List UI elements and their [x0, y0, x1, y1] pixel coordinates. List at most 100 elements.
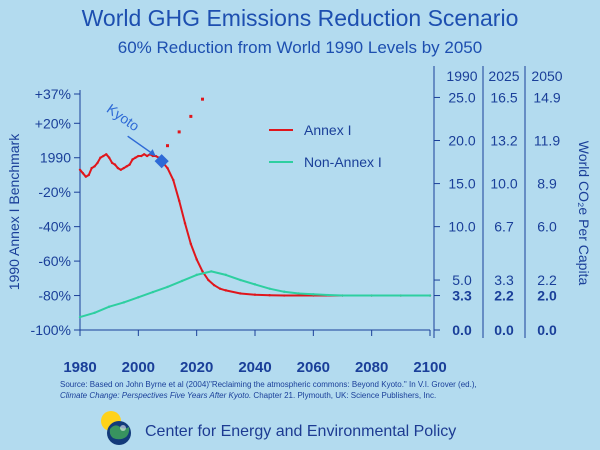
table-cell-1990-25-0: 25.0 — [448, 89, 475, 105]
series-point-annex-i — [90, 166, 93, 170]
table-cell-1990-5-0: 5.0 — [452, 272, 472, 288]
x-tick-label-2080: 2080 — [355, 359, 388, 376]
series-point-annex-i — [87, 173, 90, 177]
y-axis-right-label-wrap: World CO₂e Per Capita — [576, 141, 592, 286]
series-point-annex-i — [282, 294, 286, 297]
source-line-2: Climate Change: Perspectives Five Years … — [60, 391, 580, 402]
series-point-annex-i — [201, 270, 204, 273]
y-left-tick-label-100: -100% — [31, 322, 71, 338]
series-point-annex-i — [99, 156, 102, 159]
x-tick-label-2100: 2100 — [413, 359, 446, 376]
table-cell-2025-10-0: 10.0 — [490, 176, 517, 192]
table-cell-1990-15-0: 15.0 — [448, 176, 475, 192]
y-axis-left-label: 1990 Annex I Benchmark — [6, 133, 22, 290]
series-point-non-annex-i — [93, 311, 96, 314]
series-point-annex-i — [145, 154, 149, 158]
kyoto-arrow-line — [127, 135, 156, 156]
series-point-annex-i — [122, 166, 125, 170]
series-point-annex-i — [183, 221, 187, 225]
legend-label-annex-i: Annex I — [304, 122, 351, 138]
series-point-annex-i — [102, 154, 105, 158]
series-point-annex-i — [131, 158, 134, 161]
y-axis-left-ticks: +37% +20% 1990 -20% -40% -60% -80% -100% — [31, 86, 80, 338]
table-cell-2025-3-3: 3.3 — [494, 272, 514, 288]
series-point-non-annex-i — [297, 292, 300, 295]
legend-label-non-annex-i: Non-Annex I — [304, 154, 382, 170]
footer-title: Center for Energy and Environmental Poli… — [145, 423, 457, 440]
series-point-annex-i — [142, 153, 146, 156]
series-point-annex-i — [166, 166, 169, 170]
y-left-tick-label-1990: 1990 — [40, 150, 71, 166]
series-point-annex-i — [218, 287, 222, 290]
series-point-annex-i — [137, 154, 140, 158]
series-point-non-annex-i — [137, 296, 140, 299]
projection-point — [189, 114, 193, 118]
series-point-non-annex-i — [224, 273, 228, 277]
y-left-tick-label-80: -80% — [38, 288, 71, 304]
x-tick-label-2040: 2040 — [238, 359, 271, 376]
table-cell-2050-11-9: 11.9 — [534, 133, 560, 149]
series-point-annex-i — [128, 163, 131, 166]
series-point-non-annex-i — [312, 293, 315, 296]
series-point-non-annex-i — [195, 273, 198, 277]
y-left-tick-label-20: +20% — [35, 115, 71, 131]
kyoto-arrow-head — [148, 149, 156, 157]
table-header-2025: 2025 — [488, 68, 519, 84]
table-cell-2025-2-2: 2.2 — [494, 288, 514, 304]
y-axis-left-label-wrap: 1990 Annex I Benchmark — [6, 133, 22, 290]
series-point-annex-i — [268, 294, 271, 297]
table-cell-1990-20-0: 20.0 — [448, 133, 475, 149]
series-point-non-annex-i — [341, 294, 344, 297]
table-cell-2025-13-2: 13.2 — [490, 133, 517, 149]
table-header-2050: 2050 — [531, 68, 562, 84]
series-point-non-annex-i — [370, 294, 373, 297]
x-tick-label-1980: 1980 — [63, 359, 96, 376]
series-line-non-annex-i — [79, 270, 430, 319]
series-point-non-annex-i — [399, 294, 403, 297]
y-left-tick-label-60: -60% — [38, 253, 71, 269]
projection-point — [177, 130, 181, 134]
y-left-tick-label-40: -40% — [38, 219, 71, 235]
series-point-non-annex-i — [151, 290, 155, 294]
table-cell-1990-3-3: 3.3 — [452, 288, 472, 304]
table-cell-2050-0-0: 0.0 — [537, 322, 557, 338]
series-point-annex-i — [189, 242, 193, 246]
y-left-tick-label-20: -20% — [38, 184, 71, 200]
series-point-annex-i — [113, 163, 117, 166]
series-point-annex-i — [96, 161, 99, 165]
series-point-annex-i — [107, 156, 111, 159]
series-point-non-annex-i — [107, 305, 111, 308]
series-point-annex-i — [110, 161, 114, 165]
kyoto-label: Kyoto — [104, 101, 143, 135]
series-point-non-annex-i — [239, 278, 242, 282]
table-header-1990: 1990 — [446, 68, 477, 84]
table-cell-2050-8-9: 8.9 — [537, 176, 557, 192]
series-point-annex-i — [207, 278, 210, 282]
series-point-non-annex-i — [268, 287, 271, 290]
series-point-non-annex-i — [210, 270, 213, 273]
table-cell-1990-0-0: 0.0 — [452, 322, 472, 338]
table-cell-2050-6-0: 6.0 — [537, 219, 557, 235]
projection-point — [166, 144, 169, 148]
table-cell-2025-6-7: 6.7 — [494, 219, 514, 235]
table-cell-2050-14-9: 14.9 — [533, 89, 560, 105]
series-point-annex-i — [140, 154, 143, 158]
series-point-annex-i — [125, 165, 128, 168]
source-book-title: Climate Change: Perspectives Five Years … — [60, 390, 252, 400]
globe-sun-logo-icon — [101, 411, 131, 445]
x-tick-label-2020: 2020 — [180, 359, 213, 376]
series-point-annex-i — [239, 292, 242, 295]
table-cell-1990-10-0: 10.0 — [448, 219, 475, 235]
series-point-annex-i — [119, 168, 123, 171]
x-axis-ticks: 1980 2000 2020 2040 2060 2080 2100 — [63, 330, 447, 376]
table-cell-2025-0-0: 0.0 — [494, 322, 514, 338]
table-cell-2050-2-2: 2.2 — [537, 272, 557, 288]
x-tick-label-2060: 2060 — [297, 359, 330, 376]
series-point-non-annex-i — [122, 301, 125, 304]
chart-subtitle: 60% Reduction from World 1990 Levels by … — [118, 38, 482, 57]
series-point-annex-i — [253, 293, 257, 296]
source-citation: Source: Based on John Byrne et al (2004)… — [60, 380, 580, 401]
series-point-annex-i — [195, 258, 198, 261]
